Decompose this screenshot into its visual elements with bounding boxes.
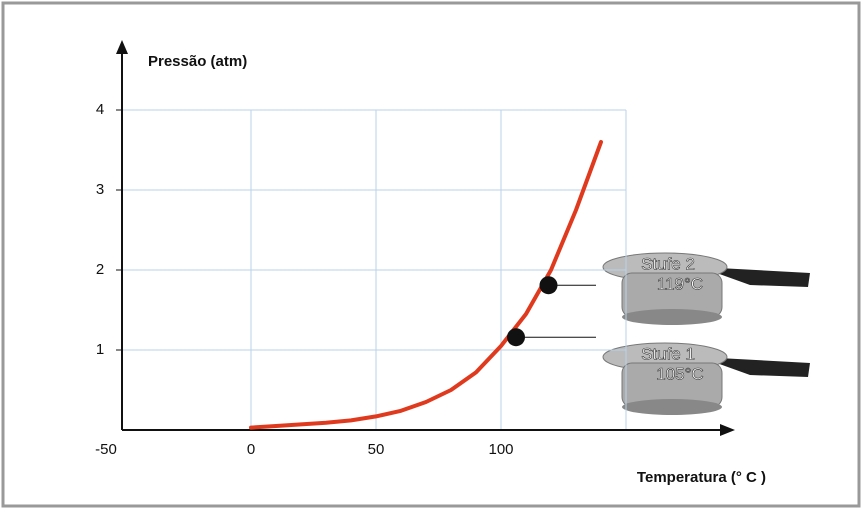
annotation-level: Stufe 2 xyxy=(641,254,695,273)
x-axis-arrow xyxy=(720,424,735,436)
x-tick-label: 50 xyxy=(368,441,385,458)
y-tick-label: 4 xyxy=(96,101,104,118)
y-axis-arrow xyxy=(116,40,128,54)
x-tick-label: -50 xyxy=(95,441,117,458)
x-tick-label: 100 xyxy=(488,441,513,458)
marker-point xyxy=(507,328,525,347)
y-axis-label: Pressão (atm) xyxy=(148,53,247,70)
pot-icon xyxy=(602,342,810,415)
x-tick-label: 0 xyxy=(247,441,255,458)
annotation-level: Stufe 1 xyxy=(641,344,695,363)
marker-point xyxy=(539,276,558,295)
x-axis-label: Temperatura (° C ) xyxy=(637,469,766,486)
y-tick-label: 3 xyxy=(96,181,104,198)
pots xyxy=(602,252,810,415)
annotation-temp: 105°C xyxy=(656,364,703,383)
y-tick-label: 1 xyxy=(96,341,104,358)
y-tick-label: 2 xyxy=(96,261,104,278)
frame xyxy=(1,1,861,508)
pot-icon xyxy=(602,252,810,325)
annotation-temp: 119°C xyxy=(657,274,703,293)
